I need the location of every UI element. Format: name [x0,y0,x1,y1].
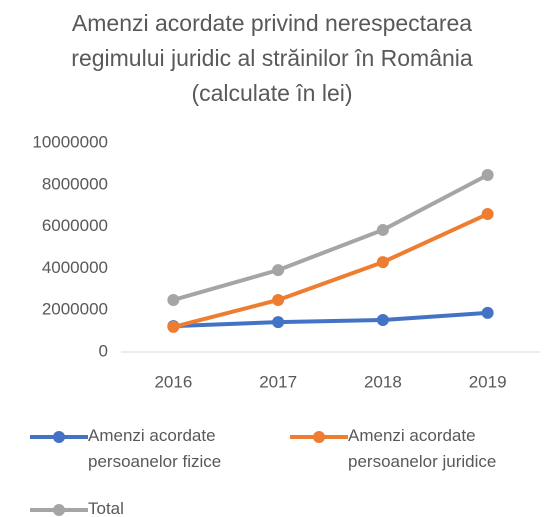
data-point [481,208,494,221]
legend-label: Amenzi acordate persoanelor fizice [88,426,222,471]
legend-marker [53,504,65,516]
y-tick-label: 10000000 [32,132,108,151]
legend-label: Amenzi acordate persoanelor juridice [348,426,497,471]
data-point [167,293,180,306]
y-tick-label: 8000000 [42,174,108,193]
legend-marker [313,431,325,443]
data-point [481,306,494,319]
data-point [272,293,285,306]
y-tick-label: 4000000 [42,258,108,277]
data-point [376,256,389,269]
series-line [172,212,489,329]
x-tick-label: 2017 [259,372,297,391]
data-point [272,316,285,329]
x-tick-label: 2018 [364,372,402,391]
series-line [172,173,489,302]
y-tick-label: 0 [99,341,108,360]
data-point [272,264,285,277]
data-point [376,314,389,327]
data-point [167,320,180,333]
series-line [173,310,488,329]
y-tick-label: 2000000 [42,300,108,319]
x-tick-label: 2016 [154,372,192,391]
x-tick-label: 2019 [469,372,507,391]
data-point [376,223,389,236]
legend-label: Total [88,499,124,517]
legend-marker [53,431,65,443]
chart-title: Amenzi acordate privind nerespectarea re… [71,10,473,106]
y-tick-label: 6000000 [42,216,108,235]
data-point [481,168,494,181]
